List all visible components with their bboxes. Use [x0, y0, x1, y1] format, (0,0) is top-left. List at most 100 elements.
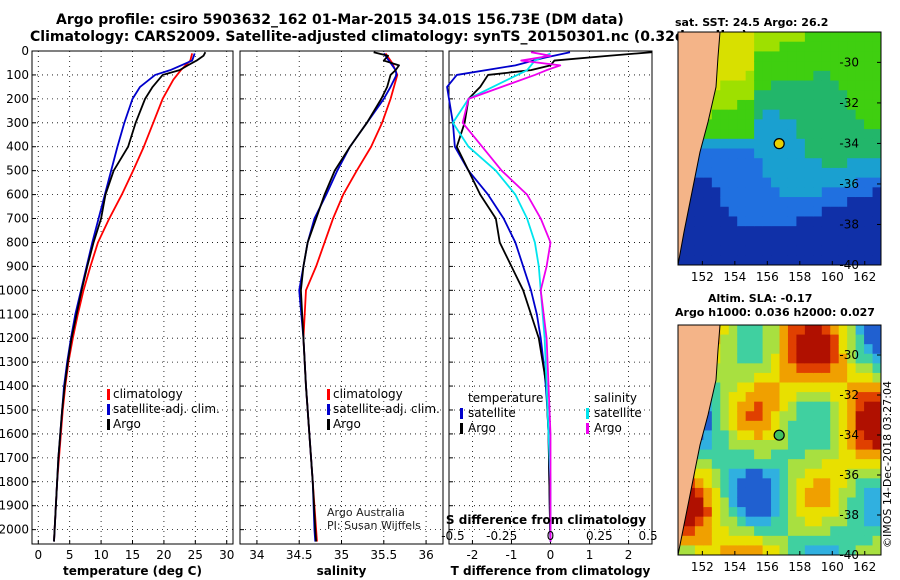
map-cell [838, 353, 848, 364]
map-cell [830, 545, 840, 556]
map-cell [711, 177, 721, 188]
map-cell [728, 497, 738, 508]
map-cell [796, 158, 806, 169]
map-cell [864, 70, 874, 82]
map-cell [703, 129, 713, 140]
depth-tick-label: 1400 [0, 379, 29, 393]
map-cell [847, 372, 857, 383]
map-cell [703, 420, 713, 431]
map-cell [872, 487, 882, 498]
map-cell [779, 344, 789, 355]
map-cell [821, 507, 831, 518]
map-cell [745, 197, 755, 208]
map-cell [830, 459, 840, 470]
map-cell [864, 109, 874, 120]
land-australia [677, 31, 721, 266]
map-cell [754, 497, 764, 508]
map-cell [771, 325, 780, 336]
map-cell [796, 70, 806, 82]
map-cell [830, 119, 840, 130]
map-cell [728, 420, 738, 431]
map-y-tick-label: -32 [839, 96, 859, 110]
map-cell [787, 334, 797, 345]
map-cell [694, 167, 704, 179]
map-cell [813, 478, 823, 489]
map-cell [728, 459, 738, 470]
map-cell [762, 129, 772, 140]
map-cell [720, 70, 730, 82]
map-cell [830, 325, 840, 336]
map-cell [864, 99, 874, 111]
map-cell [804, 526, 814, 537]
map-cell [813, 167, 823, 179]
map-cell [745, 206, 755, 217]
map-cell [754, 372, 764, 383]
map-cell [720, 334, 730, 345]
map-cell [720, 449, 730, 460]
map-cell [855, 51, 865, 62]
map-cell [686, 545, 696, 556]
map-cell [737, 449, 747, 460]
map-cell [779, 32, 789, 43]
map-cell [745, 80, 755, 91]
map-cell [728, 440, 738, 451]
map-cell [720, 187, 730, 198]
map-cell [796, 487, 806, 498]
map-cell [847, 545, 857, 556]
map-cell [754, 177, 764, 188]
map-cell [864, 187, 874, 198]
map-cell [872, 363, 882, 374]
map-cell [771, 187, 780, 198]
map-cell [813, 535, 823, 546]
map-cell [872, 372, 882, 383]
map-x-tick-label: 154 [723, 270, 746, 284]
map-x-tick-label: 156 [756, 560, 779, 574]
map-cell [830, 363, 840, 374]
map-cell [737, 32, 747, 43]
map-cell [762, 420, 772, 431]
map-cell [855, 158, 865, 169]
map-cell [720, 61, 730, 72]
depth-tick-label: 500 [6, 164, 29, 178]
map-cell [804, 449, 814, 460]
map-cell [796, 148, 806, 159]
x-tick-label: 34.5 [286, 548, 313, 562]
map-cell [804, 401, 814, 412]
map-cell [737, 197, 747, 208]
map-cell [728, 372, 738, 383]
panel-difference: -2 -1 0 1 2 T difference from climatology S di… [441, 50, 658, 578]
map-cell [872, 99, 882, 111]
depth-tick-label: 200 [6, 92, 29, 106]
map-cell [728, 449, 738, 460]
map-cell [728, 32, 738, 43]
map-cell [830, 148, 840, 159]
map-cell [779, 535, 789, 546]
map-cell [711, 382, 721, 393]
legend-swatch [460, 408, 463, 419]
map-y-tick-label: -36 [839, 468, 859, 482]
map-cell [762, 372, 772, 383]
series-line-argo [53, 51, 207, 542]
map-cell [821, 90, 831, 101]
map-cell [830, 109, 840, 120]
map-cell [779, 245, 789, 256]
map-cell [855, 449, 865, 460]
map-cell [771, 507, 780, 518]
map-cell [711, 420, 721, 431]
map-cell [821, 353, 831, 364]
map-cell [737, 51, 747, 62]
map-cell [754, 206, 764, 217]
map-cell [754, 516, 764, 527]
map-cell [813, 468, 823, 479]
map-cell [804, 430, 814, 441]
map-cell [754, 353, 764, 364]
map-cell [855, 80, 865, 91]
map-cell [737, 70, 747, 82]
map-cell [872, 497, 882, 508]
map-cell [762, 545, 772, 556]
map-cell [720, 90, 730, 101]
map-cell [737, 507, 747, 518]
map-cell [821, 226, 831, 237]
map-cell [720, 545, 730, 556]
map-cell [864, 158, 874, 169]
